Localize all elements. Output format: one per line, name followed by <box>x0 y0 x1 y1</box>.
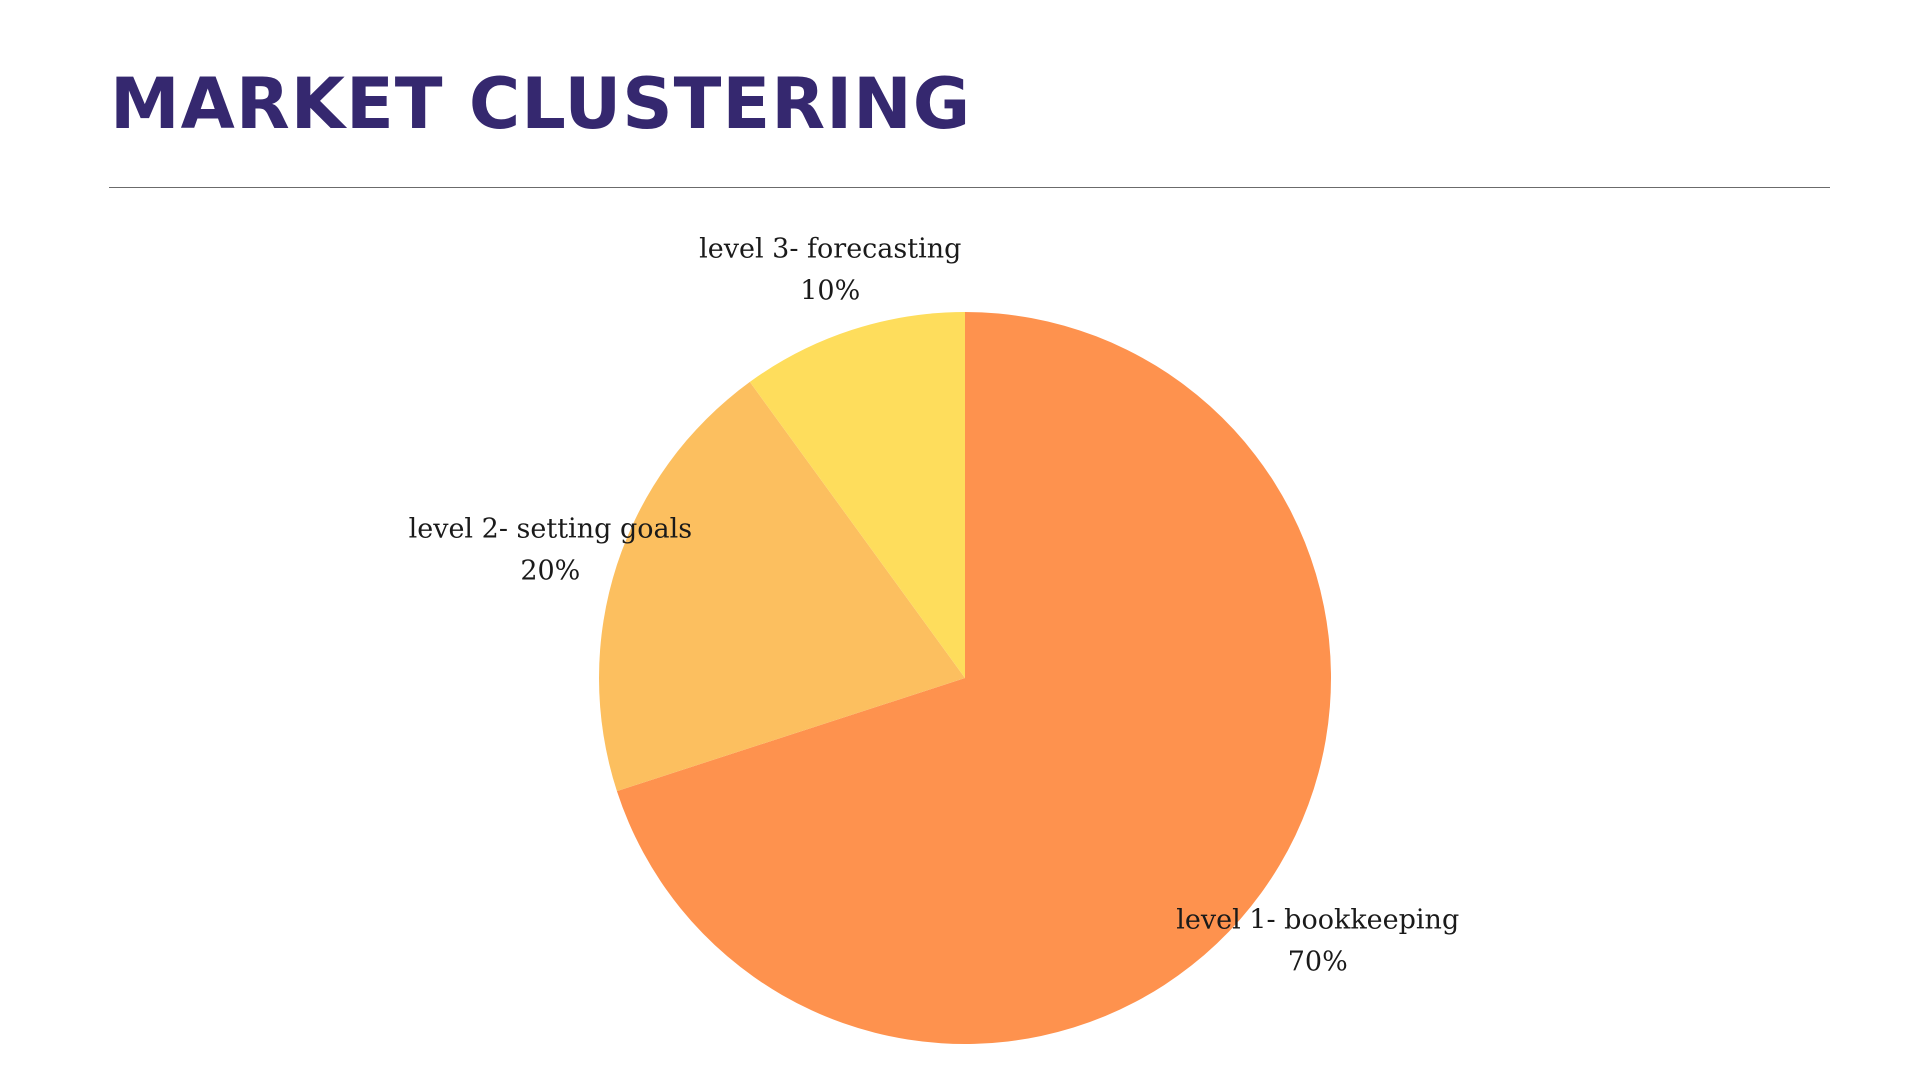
slice-label-level-1-bookkeeping: level 1- bookkeeping <box>1176 904 1459 935</box>
pie-slice-level-1-bookkeeping <box>616 312 1331 1044</box>
slice-label-level-2-setting-goals: level 2- setting goals <box>409 513 693 544</box>
slice-label-level-3-forecasting: level 3- forecasting <box>699 233 961 264</box>
title-divider <box>109 187 1830 188</box>
slide-title: MARKET CLUSTERING <box>110 63 972 145</box>
slice-value-level-3-forecasting: 10% <box>800 275 860 306</box>
pie-slices <box>599 312 1331 1044</box>
slice-value-level-1-bookkeeping: 70% <box>1288 946 1348 977</box>
pie-slice-level-3-forecasting <box>749 312 965 678</box>
pie-labels: level 1- bookkeeping 70% level 2- setting … <box>409 233 1460 977</box>
slice-value-level-2-setting-goals: 20% <box>520 555 580 586</box>
pie-slice-level-2-setting-goals <box>599 381 965 792</box>
